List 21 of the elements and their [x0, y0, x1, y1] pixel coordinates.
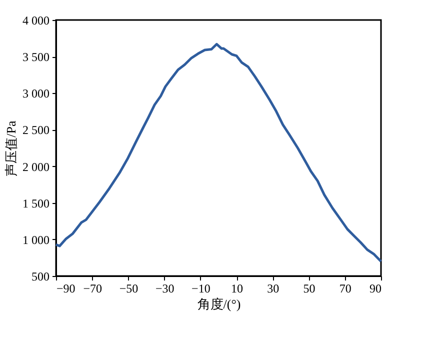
x-tick-label: −90: [56, 282, 76, 296]
y-tick-label: 1 000: [22, 232, 50, 247]
x-axis-title: 角度/(°): [197, 296, 241, 312]
x-tick-label: 30: [267, 282, 280, 296]
y-tick-label: 3 500: [22, 50, 50, 64]
y-tick-label: 2 500: [22, 123, 50, 138]
x-tick-label: −10: [192, 282, 210, 296]
y-tick-label: 2 000: [22, 160, 50, 174]
y-tick-label: 500: [32, 270, 50, 284]
x-tick-label: −50: [119, 282, 138, 296]
x-tick-label: −70: [83, 282, 102, 296]
y-axis-title: 声压值/Pa: [4, 120, 18, 176]
x-tick-label: 90: [370, 282, 382, 296]
x-tick-label: 50: [303, 282, 316, 296]
y-tick-label: 4 000: [22, 14, 50, 28]
y-tick-label: 1 500: [22, 196, 50, 210]
x-tick-label: 70: [339, 282, 352, 296]
y-tick-label: 3 000: [22, 86, 50, 101]
x-tick-label: −30: [155, 282, 174, 296]
x-tick-label: 10: [231, 282, 244, 296]
line-series: [54, 42, 382, 263]
